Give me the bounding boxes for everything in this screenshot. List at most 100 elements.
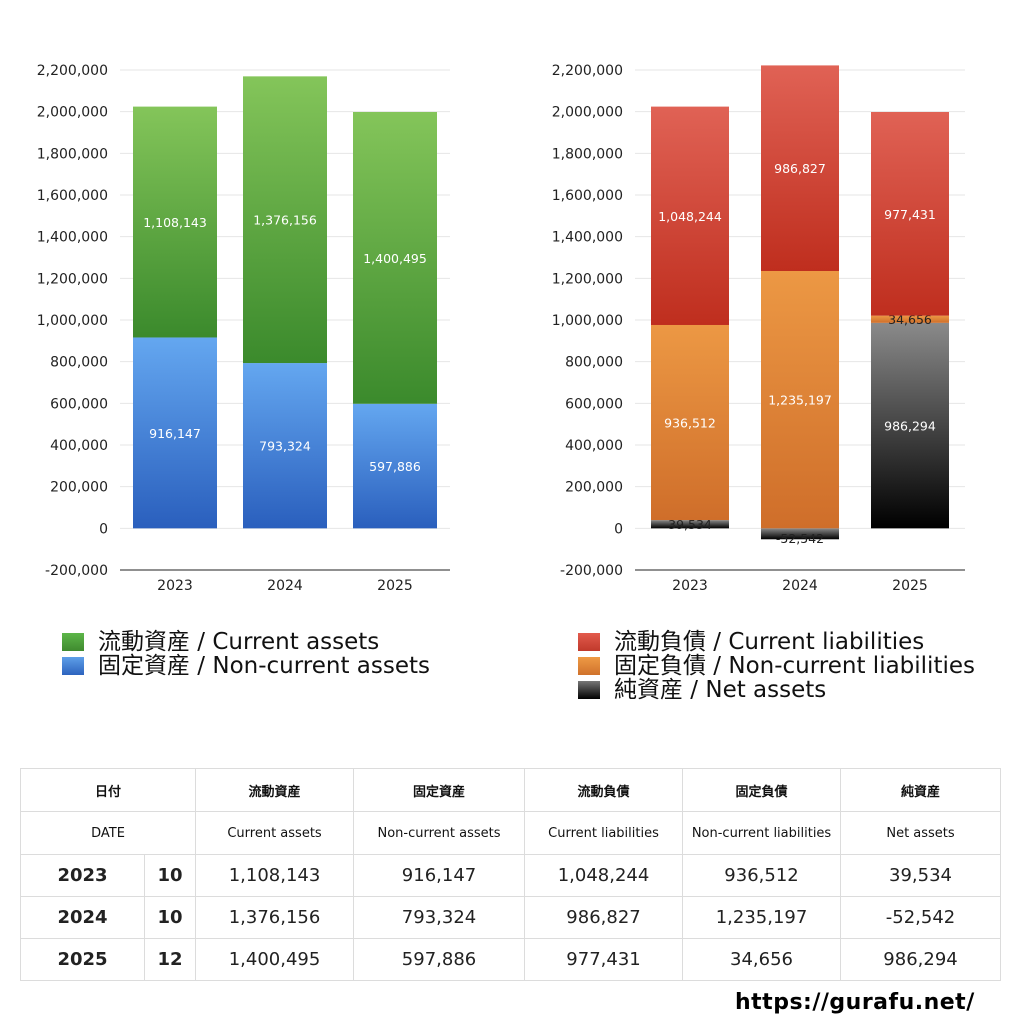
legend-label: 固定資産 / Non-current assets <box>98 653 431 679</box>
y-tick-label: 1,400,000 <box>552 230 623 246</box>
y-tick-label: -200,000 <box>45 563 108 579</box>
legend-swatch <box>578 681 600 699</box>
y-tick-label: 1,600,000 <box>37 188 108 204</box>
data-label: 597,886 <box>369 459 421 474</box>
assets-bar-2025-series-1 <box>353 112 437 404</box>
legend-label: 固定負債 / Non-current liabilities <box>614 653 975 679</box>
legend-item-net-assets: 純資産 / Net assets <box>578 678 975 702</box>
legend-left: 流動資産 / Current assets 固定資産 / Non-current… <box>62 630 430 678</box>
table-row: 2024 10 1,376,156 793,324 986,827 1,235,… <box>20 896 1002 939</box>
y-tick-label: 0 <box>614 521 623 537</box>
month-cell: 10 <box>143 854 197 897</box>
x-tick-label: 2024 <box>782 578 818 594</box>
value-cell: 916,147 <box>353 854 526 897</box>
y-tick-label: 2,200,000 <box>37 63 108 79</box>
data-label: -52,542 <box>776 531 824 546</box>
year-cell: 2024 <box>20 896 145 939</box>
data-label: 34,656 <box>888 312 932 327</box>
year-cell: 2023 <box>20 854 145 897</box>
header-current-assets-en: Current assets <box>195 811 355 855</box>
legend-swatch <box>578 633 600 651</box>
month-cell: 12 <box>143 938 197 981</box>
liabilities-bar-2023-series-2 <box>651 106 729 325</box>
data-label: 1,048,244 <box>658 209 722 224</box>
liabilities-bar-2023-series-1 <box>651 324 729 521</box>
assets-bar-2023-series-1 <box>133 106 217 338</box>
y-tick-label: 1,200,000 <box>552 271 623 287</box>
value-cell-negative: -52,542 <box>840 896 1002 939</box>
y-tick-label: 600,000 <box>50 396 108 412</box>
y-tick-label: 1,200,000 <box>37 271 108 287</box>
legend-swatch <box>578 657 600 675</box>
y-tick-label: 0 <box>99 521 108 537</box>
x-tick-label: 2024 <box>267 578 303 594</box>
data-label: 936,512 <box>664 416 716 431</box>
y-tick-label: 400,000 <box>50 438 108 454</box>
y-tick-label: 600,000 <box>565 396 623 412</box>
liabilities-bar-2024-series-1 <box>761 271 839 529</box>
header-non-current-liabilities-en: Non-current liabilities <box>682 811 842 855</box>
x-tick-label: 2025 <box>892 578 928 594</box>
legend-item-non-current-liabilities: 固定負債 / Non-current liabilities <box>578 654 975 678</box>
data-label: 977,431 <box>884 207 936 222</box>
assets-bar-2025-series-0 <box>353 403 437 529</box>
value-cell: 1,376,156 <box>195 896 355 939</box>
legend-item-non-current-assets: 固定資産 / Non-current assets <box>62 654 430 678</box>
assets-bar-2024-series-1 <box>243 76 327 364</box>
x-tick-label: 2023 <box>672 578 708 594</box>
table-row: 2023 10 1,108,143 916,147 1,048,244 936,… <box>20 854 1002 897</box>
value-cell: 986,294 <box>840 938 1002 981</box>
y-tick-label: 2,200,000 <box>552 63 623 79</box>
y-tick-label: 1,000,000 <box>37 313 108 329</box>
legend-label: 流動資産 / Current assets <box>98 629 380 655</box>
year-cell: 2025 <box>20 938 145 981</box>
data-label: 1,400,495 <box>363 251 427 266</box>
header-current-liabilities-jp: 流動負債 <box>524 768 684 812</box>
y-tick-label: 200,000 <box>50 480 108 496</box>
data-label: 916,147 <box>149 426 201 441</box>
value-cell: 1,400,495 <box>195 938 355 981</box>
assets-bar-2024-series-0 <box>243 363 327 529</box>
data-label: 986,294 <box>884 419 936 434</box>
charts-canvas: 2,200,000 2,000,000 1,800,000 1,600,000 1,40… <box>37 63 965 594</box>
header-current-liabilities-en: Current liabilities <box>524 811 684 855</box>
value-cell: 1,048,244 <box>524 854 684 897</box>
value-cell: 597,886 <box>353 938 526 981</box>
legend-label: 流動負債 / Current liabilities <box>614 629 925 655</box>
value-cell: 1,235,197 <box>682 896 842 939</box>
table-header-row: 日付 流動資産 固定資産 流動負債 固定負債 純資産 <box>19 768 1002 812</box>
header-net-assets-jp: 純資産 <box>840 768 1002 812</box>
y-tick-label: 1,400,000 <box>37 230 108 246</box>
x-tick-label: 2025 <box>377 578 413 594</box>
header-non-current-assets-en: Non-current assets <box>353 811 526 855</box>
header-non-current-assets-jp: 固定資産 <box>353 768 526 812</box>
data-label: 1,376,156 <box>253 213 317 228</box>
y-tick-label: 2,000,000 <box>552 105 623 121</box>
legend-right: 流動負債 / Current liabilities 固定負債 / Non-cu… <box>578 630 975 702</box>
table-subheader-row: DATE Current assets Non-current assets C… <box>19 811 1002 855</box>
source-link[interactable]: https://gurafu.net/ <box>735 990 975 1015</box>
liabilities-bar-2024-series-0 <box>761 528 839 540</box>
value-cell: 793,324 <box>353 896 526 939</box>
data-label: 1,108,143 <box>143 215 207 230</box>
x-tick-label: 2023 <box>157 578 193 594</box>
legend-item-current-assets: 流動資産 / Current assets <box>62 630 430 654</box>
table-row: 2025 12 1,400,495 597,886 977,431 34,656… <box>20 938 1002 981</box>
legend-item-current-liabilities: 流動負債 / Current liabilities <box>578 630 975 654</box>
y-tick-label: 400,000 <box>565 438 623 454</box>
liabilities-bar-2023-series-0 <box>651 520 729 529</box>
y-tick-label: 200,000 <box>565 480 623 496</box>
value-cell: 977,431 <box>524 938 684 981</box>
legend-label: 純資産 / Net assets <box>614 677 827 703</box>
data-label: 1,235,197 <box>768 393 832 408</box>
y-tick-label: 800,000 <box>565 355 623 371</box>
liabilities-bar-2025-series-2 <box>871 112 949 316</box>
data-table: 日付 流動資産 固定資産 流動負債 固定負債 純資産 DATE Current … <box>19 768 1002 981</box>
value-cell: 986,827 <box>524 896 684 939</box>
month-cell: 10 <box>143 896 197 939</box>
data-label: 39,534 <box>668 517 712 532</box>
legend-swatch <box>62 633 84 651</box>
y-tick-label: 2,000,000 <box>37 105 108 121</box>
value-cell: 39,534 <box>840 854 1002 897</box>
value-cell: 1,108,143 <box>195 854 355 897</box>
